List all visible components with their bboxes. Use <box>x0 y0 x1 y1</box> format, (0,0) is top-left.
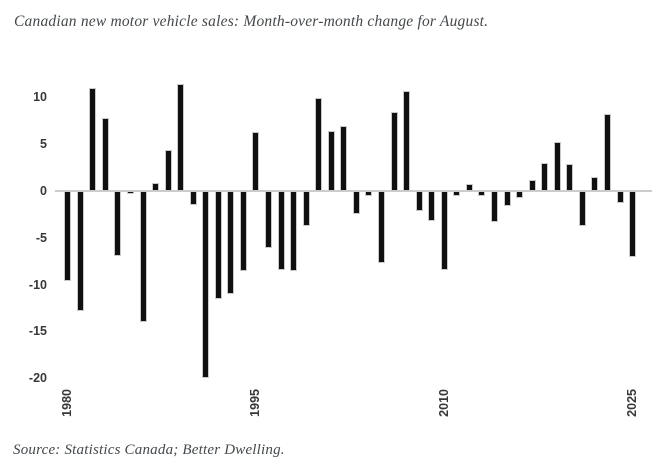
bar-2007 <box>403 90 411 191</box>
bar-1994 <box>239 191 247 271</box>
bar-2004 <box>365 191 373 196</box>
y-tick-label: -5 <box>35 230 47 245</box>
chart-source: Source: Statistics Canada; Better Dwelli… <box>13 442 285 458</box>
x-tick-label: 1995 <box>248 389 263 417</box>
bar-2000 <box>315 98 323 191</box>
bar-2008 <box>415 191 423 211</box>
bar-2020 <box>566 163 574 191</box>
bar-2012 <box>465 183 473 191</box>
bar-2005 <box>378 191 386 264</box>
bar-2018 <box>541 162 549 191</box>
bar-2017 <box>528 179 536 191</box>
bar-1984 <box>114 191 122 256</box>
bar-2023 <box>603 114 611 191</box>
bar-2006 <box>390 112 398 191</box>
bar-2010 <box>440 191 448 270</box>
bar-2021 <box>578 191 586 226</box>
y-tick-label: -10 <box>28 277 47 292</box>
bar-2001 <box>327 131 335 191</box>
bar-1983 <box>101 117 109 191</box>
y-tick-label: 0 <box>40 184 47 198</box>
bar-2016 <box>516 191 524 199</box>
bar-2002 <box>340 126 348 191</box>
x-tick-label: 2010 <box>436 389 451 417</box>
bar-1990 <box>189 191 197 206</box>
y-tick-label: -20 <box>28 371 47 386</box>
chart-title: Canadian new motor vehicle sales: Month-… <box>14 13 489 30</box>
bar-2013 <box>478 191 486 196</box>
bar-2014 <box>491 191 498 222</box>
bar-1989 <box>177 84 185 191</box>
bar-2022 <box>591 176 599 191</box>
bar-1997 <box>277 191 285 270</box>
bar-1993 <box>227 191 235 294</box>
y-tick-label: 5 <box>40 137 47 152</box>
bar-1982 <box>89 88 97 191</box>
bar-2024 <box>616 191 624 204</box>
x-tick-label: 2025 <box>625 389 640 417</box>
bar-1988 <box>164 149 172 191</box>
bar-1986 <box>139 191 147 323</box>
bar-1998 <box>290 191 298 271</box>
bar-2003 <box>352 191 360 215</box>
bar-1987 <box>152 182 160 191</box>
bar-1980 <box>64 191 72 281</box>
bar-2009 <box>428 191 436 221</box>
bar-2025 <box>629 191 637 258</box>
bar-1999 <box>302 191 310 226</box>
bar-2019 <box>553 142 561 191</box>
bar-1985 <box>126 191 134 194</box>
bar-1981 <box>76 191 84 311</box>
bar-2015 <box>503 191 511 206</box>
bar-1991 <box>202 191 210 379</box>
y-tick-label: -15 <box>28 324 47 339</box>
bar-1995 <box>252 132 260 191</box>
bar-1992 <box>214 191 222 299</box>
x-tick-label: 1980 <box>60 389 75 417</box>
bar-2011 <box>453 191 461 196</box>
y-tick-label: 10 <box>33 90 47 105</box>
bar-1996 <box>265 191 273 249</box>
